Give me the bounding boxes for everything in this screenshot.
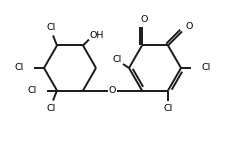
Text: Cl: Cl [15, 63, 24, 72]
Text: O: O [109, 86, 116, 95]
Text: Cl: Cl [163, 104, 173, 113]
Text: Cl: Cl [112, 55, 122, 63]
Text: Cl: Cl [46, 23, 56, 32]
Text: OH: OH [90, 31, 104, 40]
Text: O: O [185, 22, 193, 31]
Text: Cl: Cl [201, 63, 210, 72]
Text: Cl: Cl [46, 104, 56, 113]
Text: Cl: Cl [28, 86, 37, 95]
Text: O: O [140, 15, 148, 24]
